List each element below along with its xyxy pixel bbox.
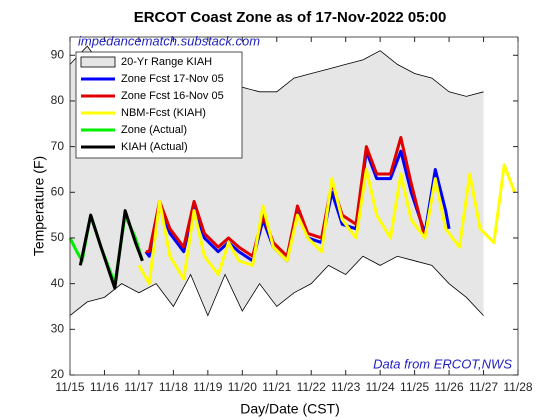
y-tick-label: 20 bbox=[51, 367, 65, 381]
legend-swatch bbox=[80, 56, 116, 68]
annotation: impedancematch.substack.com bbox=[78, 33, 260, 48]
x-tick-label: 11/22 bbox=[297, 380, 326, 394]
chart-title: ERCOT Coast Zone as of 17-Nov-2022 05:00 bbox=[134, 9, 447, 26]
annotation: Data from ERCOT,NWS bbox=[373, 356, 512, 371]
series-line bbox=[145, 135, 427, 258]
legend-label: KIAH (Actual) bbox=[121, 141, 188, 153]
legend-label: Zone Fcst 16-Nov 05 bbox=[121, 90, 224, 102]
x-tick-label: 11/16 bbox=[90, 380, 119, 394]
legend-box bbox=[75, 51, 243, 159]
x-tick-label: 11/20 bbox=[228, 380, 257, 394]
legend-label: Zone Fcst 17-Nov 05 bbox=[121, 73, 224, 85]
x-tick-label: 11/19 bbox=[193, 380, 222, 394]
x-tick-label: 11/21 bbox=[262, 380, 291, 394]
range-lower bbox=[69, 255, 484, 317]
y-tick-label: 90 bbox=[51, 47, 65, 61]
y-tick-label: 30 bbox=[51, 321, 65, 335]
series-line bbox=[137, 163, 516, 286]
x-tick-label: 11/24 bbox=[366, 380, 395, 394]
x-tick-label: 11/26 bbox=[435, 380, 464, 394]
y-tick-label: 70 bbox=[51, 139, 65, 153]
x-tick-label: 11/17 bbox=[124, 380, 153, 394]
series-line bbox=[78, 209, 144, 290]
x-tick-label: 11/25 bbox=[400, 380, 429, 394]
x-tick-label: 11/18 bbox=[159, 380, 188, 394]
y-tick-label: 40 bbox=[51, 276, 65, 290]
legend-label: Zone (Actual) bbox=[121, 124, 187, 136]
y-tick-label: 50 bbox=[51, 230, 65, 244]
y-tick-label: 60 bbox=[51, 184, 65, 198]
x-tick-label: 11/27 bbox=[469, 380, 498, 394]
legend-label: NBM-Fcst (KIAH) bbox=[121, 107, 206, 119]
x-tick-label: 11/23 bbox=[331, 380, 360, 394]
x-axis-label: Day/Date (CST) bbox=[240, 401, 340, 417]
legend-label: 20-Yr Range KIAH bbox=[121, 56, 212, 68]
y-axis-label: Temperature (F) bbox=[31, 156, 47, 256]
x-tick-label: 11/15 bbox=[55, 380, 84, 394]
x-tick-label: 11/28 bbox=[503, 380, 532, 394]
y-tick-label: 80 bbox=[51, 93, 65, 107]
plot-frame bbox=[69, 36, 519, 376]
